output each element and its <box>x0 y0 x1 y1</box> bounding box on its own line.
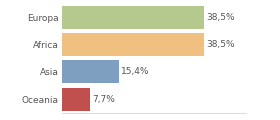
Bar <box>62 6 204 29</box>
Text: 38,5%: 38,5% <box>206 13 235 22</box>
Text: 38,5%: 38,5% <box>206 40 235 49</box>
Text: 7,7%: 7,7% <box>92 95 115 104</box>
Bar <box>62 60 118 83</box>
Bar <box>62 33 204 56</box>
Bar <box>62 88 90 111</box>
Text: 15,4%: 15,4% <box>121 67 149 76</box>
